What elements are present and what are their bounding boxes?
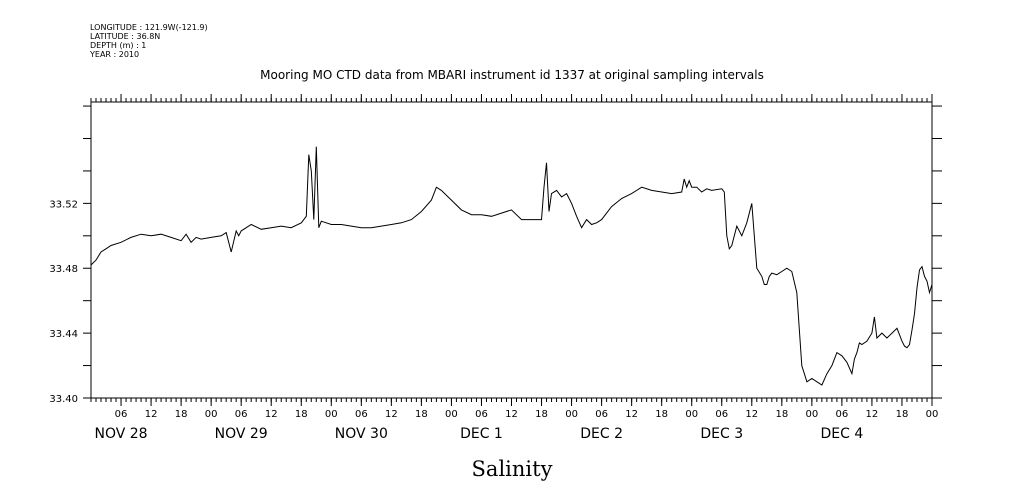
hour-tick-label: 12 bbox=[625, 409, 638, 420]
hour-tick-label: 18 bbox=[535, 409, 548, 420]
day-tick-label: DEC 3 bbox=[700, 426, 743, 442]
salinity-series-line bbox=[90, 146, 933, 386]
hour-tick-label: 18 bbox=[295, 409, 308, 420]
hour-tick-label: 06 bbox=[355, 409, 368, 420]
hour-tick-label: 06 bbox=[715, 409, 728, 420]
hour-tick-label: 00 bbox=[685, 409, 698, 420]
x-axis-labels: 06 12 18 00 06 12 18 00 06 12 18 00 06 12 18 00 06 12 18 00… bbox=[94, 409, 938, 442]
hour-tick-label: 12 bbox=[505, 409, 518, 420]
meta-depth: DEPTH (m) : 1 bbox=[90, 41, 146, 50]
day-tick-label: DEC 4 bbox=[821, 426, 864, 442]
day-tick-label: NOV 29 bbox=[215, 426, 268, 442]
hour-tick-label: 18 bbox=[896, 409, 909, 420]
hour-tick-label: 18 bbox=[415, 409, 428, 420]
hour-tick-label: 00 bbox=[565, 409, 578, 420]
y-tick-label: 33.40 bbox=[49, 394, 78, 405]
chart-title: Mooring MO CTD data from MBARI instrumen… bbox=[260, 68, 764, 82]
y-tick-label: 33.52 bbox=[49, 199, 78, 210]
hour-tick-label: 12 bbox=[265, 409, 278, 420]
hour-tick-label: 06 bbox=[836, 409, 849, 420]
y-tick-label: 33.44 bbox=[49, 329, 78, 340]
meta-year: YEAR : 2010 bbox=[89, 50, 139, 59]
day-tick-label: DEC 1 bbox=[460, 426, 503, 442]
y-tick-label: 33.48 bbox=[49, 264, 78, 275]
axis-ticks bbox=[83, 94, 942, 406]
day-tick-label: NOV 30 bbox=[335, 426, 388, 442]
hour-tick-label: 06 bbox=[115, 409, 128, 420]
meta-latitude: LATITUDE : 36.8N bbox=[90, 32, 160, 41]
hour-tick-label: 00 bbox=[926, 409, 939, 420]
hour-tick-label: 12 bbox=[866, 409, 879, 420]
hour-tick-label: 00 bbox=[205, 409, 218, 420]
hour-tick-label: 18 bbox=[775, 409, 788, 420]
meta-longitude: LONGITUDE : 121.9W(-121.9) bbox=[90, 23, 208, 32]
x-axis-title: Salinity bbox=[472, 457, 553, 481]
hour-tick-label: 00 bbox=[805, 409, 818, 420]
hour-tick-label: 06 bbox=[475, 409, 488, 420]
hour-tick-label: 12 bbox=[145, 409, 158, 420]
day-tick-label: NOV 28 bbox=[94, 426, 147, 442]
hour-tick-label: 06 bbox=[235, 409, 248, 420]
hour-tick-label: 00 bbox=[325, 409, 338, 420]
hour-tick-label: 00 bbox=[445, 409, 458, 420]
metadata-block: LONGITUDE : 121.9W(-121.9) LATITUDE : 36… bbox=[89, 23, 208, 59]
y-axis-labels: 33.40 33.44 33.48 33.52 bbox=[49, 199, 78, 405]
hour-tick-label: 18 bbox=[175, 409, 188, 420]
plot-frame bbox=[90, 101, 933, 399]
hour-tick-label: 12 bbox=[745, 409, 758, 420]
hour-tick-label: 18 bbox=[655, 409, 668, 420]
hour-tick-label: 12 bbox=[385, 409, 398, 420]
day-tick-label: DEC 2 bbox=[580, 426, 623, 442]
hour-tick-label: 06 bbox=[595, 409, 608, 420]
